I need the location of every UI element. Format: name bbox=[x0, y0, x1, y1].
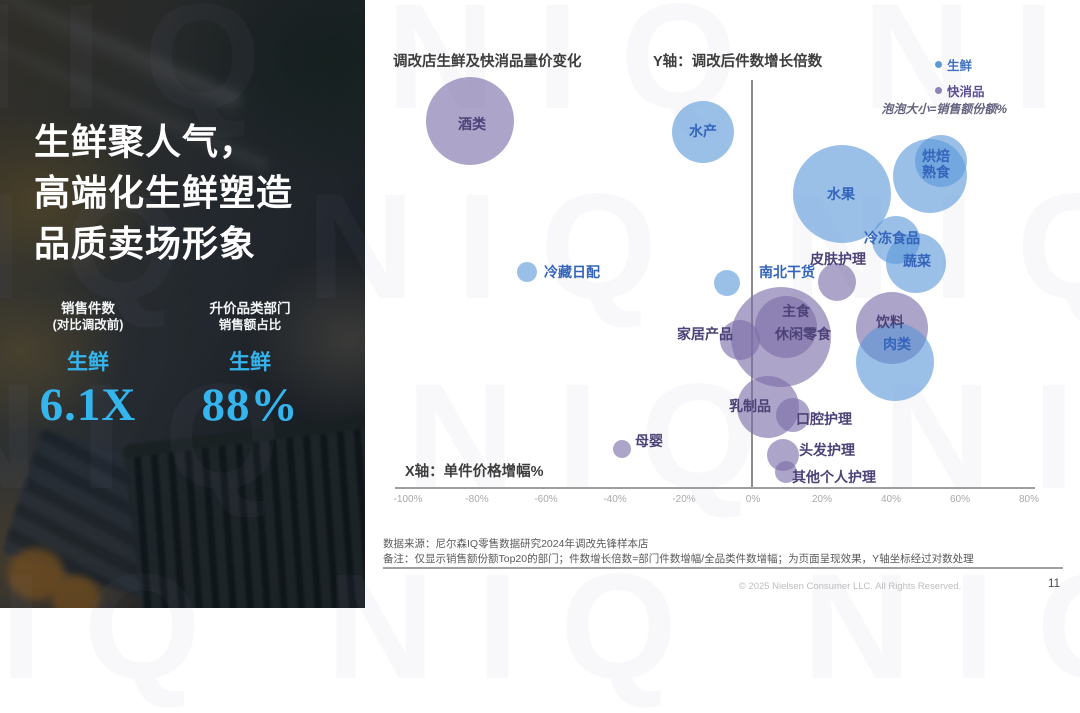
photo-dark-overlay bbox=[0, 0, 365, 608]
bubble-chart: 调改店生鲜及快消品量价变化 Y轴：调改后件数增长倍数 生鲜 快消品 泡泡大小=销… bbox=[393, 54, 1039, 505]
copyright-text: © 2025 Nielsen Consumer LLC. All Rights … bbox=[738, 581, 962, 592]
page-number: 11 bbox=[1048, 578, 1060, 590]
bubble-label-snacks: 休闲零食 bbox=[775, 326, 831, 342]
x-tick--80%: -80% bbox=[465, 494, 489, 505]
bubble-label-alcohol: 酒类 bbox=[458, 116, 486, 132]
stat-category: 生鲜 bbox=[67, 351, 109, 374]
stat-label: 销售额占比 bbox=[218, 318, 282, 332]
stat-category: 生鲜 bbox=[229, 351, 271, 374]
legend-item-fmcg: 快消品 bbox=[935, 81, 985, 100]
x-tick-60%: 60% bbox=[949, 494, 970, 505]
bubble-bakery bbox=[915, 135, 967, 187]
bubble-label-meat: 肉类 bbox=[883, 336, 911, 352]
stat-sales-units: 销售件数 (对比调改前) 生鲜 6.1X bbox=[18, 300, 158, 432]
bubble-size-note: 泡泡大小=销售额份额% bbox=[881, 102, 1007, 116]
slide-title-line: 高端化生鲜塑造 bbox=[34, 172, 294, 213]
bubble-label-household: 家居产品 bbox=[677, 326, 733, 342]
x-tick--40%: -40% bbox=[603, 494, 627, 505]
stat-label: 销售件数 bbox=[61, 301, 115, 316]
x-axis-line bbox=[395, 487, 1035, 489]
x-axis-title: X轴：单件价格增幅% bbox=[405, 464, 544, 480]
stat-value: 6.1X bbox=[39, 379, 137, 431]
store-photo-background bbox=[0, 0, 365, 608]
stat-value: 88% bbox=[201, 379, 299, 431]
legend-item-fresh: 生鲜 bbox=[935, 55, 985, 74]
x-tick--60%: -60% bbox=[534, 494, 558, 505]
bubble-label-skin-care: 皮肤护理 bbox=[810, 251, 866, 267]
legend-dot-icon bbox=[935, 61, 942, 68]
bubble-label-oral-care: 口腔护理 bbox=[796, 411, 852, 427]
bubble-label-fruit: 水果 bbox=[827, 186, 855, 202]
bubble-label-seafood: 水产 bbox=[689, 123, 717, 139]
bubble-other-personal-care bbox=[775, 461, 797, 483]
slide-title-line: 生鲜聚人气， bbox=[34, 121, 257, 162]
bubble-oral-care bbox=[776, 398, 810, 432]
footer-divider bbox=[383, 567, 1063, 569]
legend-dot-icon bbox=[935, 87, 942, 94]
bubble-label-dairy: 乳制品 bbox=[729, 398, 771, 414]
bubble-label-staple-food: 主食 bbox=[782, 303, 810, 319]
chart-title: 调改店生鲜及快消品量价变化 bbox=[393, 54, 582, 70]
stat-label: 升价品类部门 bbox=[209, 301, 291, 316]
x-tick-20%: 20% bbox=[811, 494, 832, 505]
x-tick--100%: -100% bbox=[393, 494, 423, 505]
bubble-label-dried-goods: 南北干货 bbox=[759, 264, 815, 280]
bubble-label-vegetables: 蔬菜 bbox=[903, 253, 931, 269]
bubble-staple-food bbox=[755, 296, 817, 358]
bubble-alcohol bbox=[426, 77, 514, 165]
bubble-label-beverages: 饮料 bbox=[876, 314, 904, 330]
stat-label: (对比调改前) bbox=[52, 318, 124, 332]
slide-title-line: 品质卖场形象 bbox=[34, 223, 257, 264]
footer-note: 备注：仅显示销售额份额Top20的部门；件数增长倍数=部门件数增幅/全品类件数增… bbox=[383, 553, 974, 565]
legend-label: 快消品 bbox=[947, 85, 985, 99]
bubble-chilled-dairy bbox=[517, 262, 537, 282]
bubble-dried-goods bbox=[714, 270, 740, 296]
bubble-seafood bbox=[672, 101, 734, 163]
footer-data-source: 数据来源：尼尔森IQ零售数据研究2024年调改先锋样本店 bbox=[383, 538, 649, 550]
bubble-label-hair-care: 头发护理 bbox=[799, 442, 855, 458]
slide-title: 生鲜聚人气， 高端化生鲜塑造 品质卖场形象 bbox=[34, 116, 354, 269]
stat-sales-share: 升价品类部门 销售额占比 生鲜 88% bbox=[180, 300, 320, 432]
bubble-meat bbox=[856, 323, 934, 401]
bubble-label-other-personal-care: 其他个人护理 bbox=[792, 469, 876, 485]
x-tick-40%: 40% bbox=[880, 494, 901, 505]
x-tick-80%: 80% bbox=[1018, 494, 1039, 505]
x-tick--20%: -20% bbox=[672, 494, 696, 505]
y-axis-title: Y轴：调改后件数增长倍数 bbox=[653, 54, 823, 70]
legend-label: 生鲜 bbox=[947, 59, 973, 73]
y-axis-line bbox=[751, 80, 753, 488]
bubble-household bbox=[720, 320, 760, 360]
bubble-baby bbox=[613, 440, 631, 458]
bubble-label-baby: 母婴 bbox=[635, 433, 663, 449]
bubble-label-frozen-food: 冷冻食品 bbox=[864, 230, 920, 246]
bubble-label-bakery: 烘焙 熟食 bbox=[922, 148, 950, 180]
bubble-skin-care bbox=[818, 263, 856, 301]
bubble-label-chilled-dairy: 冷藏日配 bbox=[544, 264, 600, 280]
x-tick-0%: 0% bbox=[745, 494, 761, 505]
bubble-vegetables bbox=[886, 233, 946, 293]
chart-legend: 生鲜 快消品 bbox=[935, 55, 985, 107]
